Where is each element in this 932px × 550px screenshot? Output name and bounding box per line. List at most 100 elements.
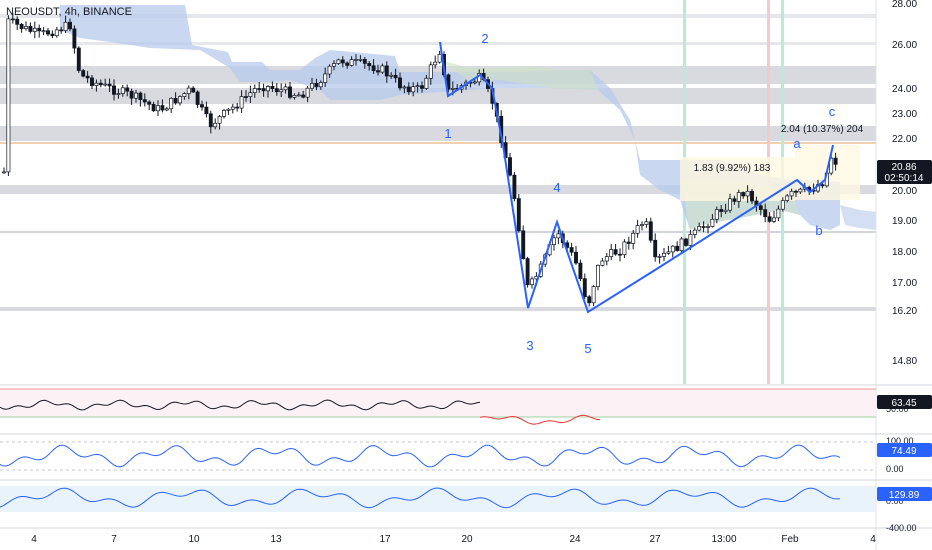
candle-body <box>574 251 578 264</box>
candle-body <box>349 59 354 66</box>
price-tick-label: 28.00 <box>892 0 917 10</box>
candle-body <box>780 200 785 210</box>
candle-body <box>274 88 279 93</box>
candle-body <box>345 62 350 66</box>
candle-body <box>252 88 257 93</box>
price-tick-label: 17.00 <box>892 278 917 289</box>
candle-body <box>591 286 596 304</box>
candle-body <box>472 81 477 84</box>
candle-body <box>85 75 90 79</box>
candle-body <box>63 21 68 32</box>
indicator-3-value: 129.89 <box>889 490 920 501</box>
candle-body <box>420 85 424 89</box>
candle-body <box>226 108 231 111</box>
candle-body <box>701 226 706 228</box>
wave-label-5: 5 <box>584 341 591 356</box>
symbol-title: NEOUSDT, 4h, BINANCE <box>6 6 132 18</box>
candle-body <box>710 218 715 227</box>
candle-body <box>367 63 372 67</box>
candle-body <box>376 70 380 73</box>
candle-body <box>15 18 20 25</box>
candle-body <box>156 105 160 112</box>
wave-label-a: a <box>793 136 801 151</box>
price-tick-label: 26.00 <box>892 40 917 51</box>
candle-body <box>829 157 834 174</box>
candle-body <box>261 88 266 92</box>
candle-body <box>393 74 398 79</box>
candle-body <box>587 296 592 304</box>
candle-body <box>582 278 587 298</box>
candle-body <box>618 253 622 256</box>
candle-body <box>767 216 772 222</box>
candle-body <box>134 92 138 99</box>
candle-body <box>204 106 209 115</box>
candle-body <box>626 241 631 244</box>
candle-body <box>736 192 741 202</box>
indicator-pane-2: 100.00 0.00 74.49 <box>0 436 932 474</box>
candle-body <box>120 87 125 94</box>
candle-body <box>728 198 732 211</box>
candle-body <box>164 108 169 111</box>
candle-body <box>411 86 416 93</box>
candle-body <box>521 230 526 259</box>
candle-body <box>785 195 790 201</box>
candle-body <box>604 256 609 262</box>
candle-body <box>191 87 196 93</box>
candle-body <box>794 190 798 193</box>
candle-body <box>32 27 37 32</box>
candle-body <box>217 116 222 124</box>
time-axis[interactable]: 4 7 10 13 17 20 24 27 13:00 Feb 4 <box>31 534 876 545</box>
indicator-3-line <box>0 487 841 509</box>
price-tick-label: 20.00 <box>892 186 917 197</box>
candle-body <box>327 65 332 75</box>
candle-body <box>10 18 15 21</box>
candle-body <box>178 96 182 104</box>
candle-body <box>103 83 108 86</box>
candle-body <box>516 198 521 232</box>
candle-body <box>248 92 253 98</box>
candle-body <box>292 95 297 98</box>
last-price-badge: 20.86 02:50:14 <box>877 160 932 184</box>
candle-body <box>173 98 178 104</box>
candle-body <box>116 93 121 95</box>
candle-body <box>635 225 640 234</box>
indicator-2-tick-low: 0.00 <box>886 464 904 474</box>
support-resistance-zones <box>0 14 876 311</box>
candle-body <box>151 103 156 112</box>
wave-label-2: 2 <box>481 31 488 46</box>
candle-body <box>424 77 429 89</box>
candle-body <box>257 88 262 90</box>
zone-23-5 <box>0 88 876 104</box>
candle-body <box>112 85 116 95</box>
candle-body <box>59 29 64 32</box>
candle-body <box>323 73 328 83</box>
candle-body <box>398 77 402 89</box>
candle-body <box>208 113 213 128</box>
candle-body <box>640 224 644 226</box>
wave-b-line <box>796 179 811 193</box>
candle-body <box>310 82 314 89</box>
candle-body <box>450 88 455 90</box>
price-tick-label: 22.00 <box>892 134 917 145</box>
indicator-1-signal-line <box>479 414 601 425</box>
price-tick-label: 18.00 <box>892 247 917 258</box>
candle-body <box>723 209 728 212</box>
time-tick-label: 24 <box>569 534 581 545</box>
candle-body <box>81 70 86 77</box>
candle-body <box>147 101 152 105</box>
time-tick-label: 13:00 <box>711 534 736 545</box>
candle-body <box>138 92 143 100</box>
wave-label-1: 1 <box>444 126 451 141</box>
time-tick-label: 4 <box>31 534 37 545</box>
indicator-pane-1: 50.00 63.45 <box>0 388 932 425</box>
candle-body <box>336 59 341 64</box>
candle-body <box>684 238 688 246</box>
cloud-tail <box>840 205 876 230</box>
candle-body <box>428 64 433 79</box>
time-tick-label: 4 <box>870 534 876 545</box>
candle-body <box>283 86 288 91</box>
candle-body <box>596 264 600 287</box>
candle-body <box>732 198 737 202</box>
candle-body <box>182 93 187 97</box>
